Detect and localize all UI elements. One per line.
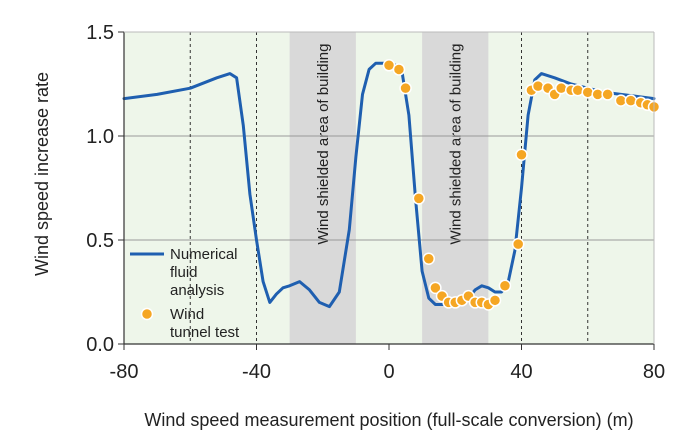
legend-label-numerical: Numerical xyxy=(170,246,238,263)
wind-tunnel-point xyxy=(412,192,426,205)
shielded-region-label-2: Wind shielded area of building xyxy=(447,44,464,245)
wind-tunnel-point xyxy=(571,83,585,97)
grid-lines xyxy=(124,32,654,344)
legend-label-wind-tunnel: Wind xyxy=(170,306,204,323)
x-tick-label: 40 xyxy=(510,361,532,383)
x-tick-label: 0 xyxy=(383,361,394,383)
wind-tunnel-point xyxy=(581,86,594,99)
shielded-region-label-1: Wind shielded area of building xyxy=(315,44,332,245)
legend-label-numerical: fluid xyxy=(170,264,198,281)
legend-circle-marker xyxy=(140,307,154,321)
y-tick-label: 1.5 xyxy=(86,22,114,44)
shielded-region-1 xyxy=(289,32,356,344)
wind-tunnel-point xyxy=(392,63,406,76)
y-tick-label: 1.0 xyxy=(86,126,114,148)
series-wind-tunnel-test xyxy=(382,59,661,311)
wind-tunnel-point xyxy=(515,148,528,161)
wind-tunnel-point xyxy=(624,94,638,107)
x-tick-label: 80 xyxy=(643,361,665,383)
wind-tunnel-point xyxy=(422,252,435,265)
legend-label-numerical: analysis xyxy=(170,282,224,299)
wind-tunnel-point xyxy=(531,79,545,93)
wind-tunnel-point xyxy=(511,237,525,251)
x-tick-label: -80 xyxy=(110,361,139,383)
wind-tunnel-point xyxy=(399,81,412,95)
x-axis-title: Wind speed measurement position (full-sc… xyxy=(144,410,633,430)
x-tick-labels: -80 -40 0 40 80 xyxy=(110,344,665,383)
wind-tunnel-point xyxy=(429,281,442,295)
y-axis-title: Wind speed increase rate xyxy=(32,72,52,276)
legend-label-wind-tunnel: tunnel test xyxy=(170,324,240,341)
wind-tunnel-point xyxy=(555,81,568,95)
y-tick-label: 0.0 xyxy=(86,334,114,356)
wind-tunnel-point xyxy=(601,88,614,101)
x-tick-label: -40 xyxy=(242,361,271,383)
wind-tunnel-point xyxy=(488,294,502,307)
wind-tunnel-point xyxy=(498,279,512,293)
y-tick-labels: 0.0 0.5 1.0 1.5 xyxy=(86,22,124,356)
y-tick-label: 0.5 xyxy=(86,230,114,252)
